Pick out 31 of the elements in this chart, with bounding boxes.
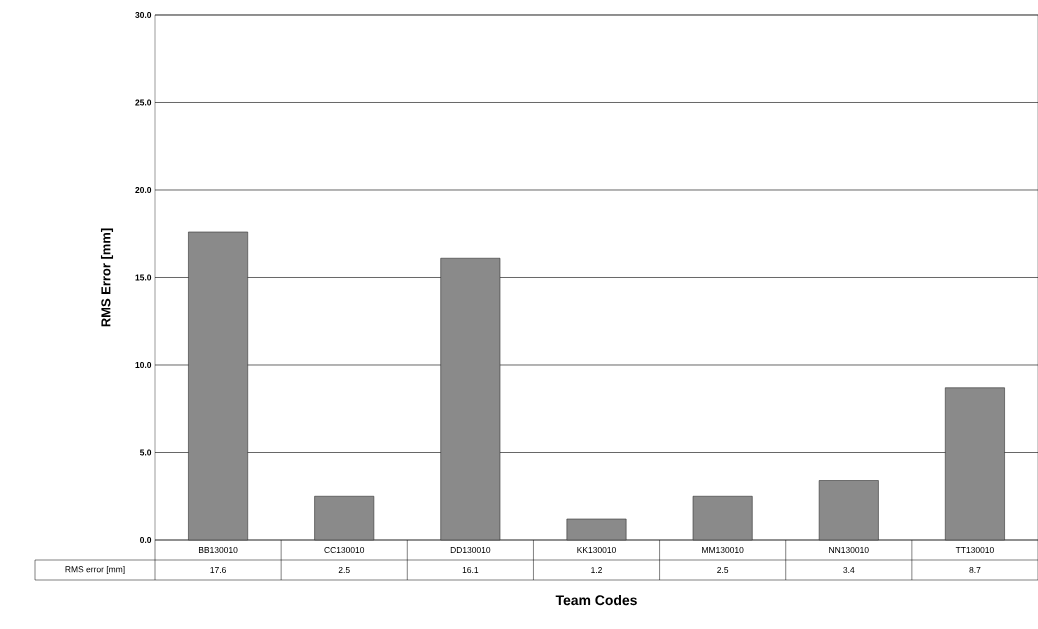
bar [566,518,627,541]
x-tick-label: CC130010 [324,547,365,553]
data-label: 2.5 [717,567,729,573]
bar [944,387,1005,541]
bar [188,231,249,541]
data-label: 2.5 [338,567,350,573]
x-tick-label: TT130010 [955,547,994,553]
bar [692,495,753,541]
data-label: 1.2 [591,567,602,573]
y-tick-label: 5.0 [139,449,152,456]
y-tick-label: 25.0 [135,99,152,106]
text: RMS error [mm] [65,566,125,574]
bar [818,480,879,541]
data-label: 16.1 [462,567,479,573]
y-tick-label: 30.0 [135,12,152,18]
x-tick-label: NN130010 [829,547,869,553]
x-tick-label: MM130010 [702,547,744,553]
data-label: 8.7 [969,567,981,573]
data-label: 17.6 [210,567,226,573]
y-tick-label: 20.0 [135,187,152,193]
data-label: 3.4 [843,567,855,573]
y-tick-label: 0.0 [140,537,152,543]
x-tick-label: DD130010 [450,547,491,553]
y-axis-title: RMS Error [mm] [100,228,114,327]
y-tick-label: 10.0 [135,362,152,368]
x-tick-label: BB130010 [198,547,238,553]
x-tick-label: KK130010 [577,547,616,553]
bar [440,257,501,541]
y-tick-label: 15.0 [135,274,152,281]
x-axis-title: Team Codes [555,594,637,606]
bar [314,495,375,541]
